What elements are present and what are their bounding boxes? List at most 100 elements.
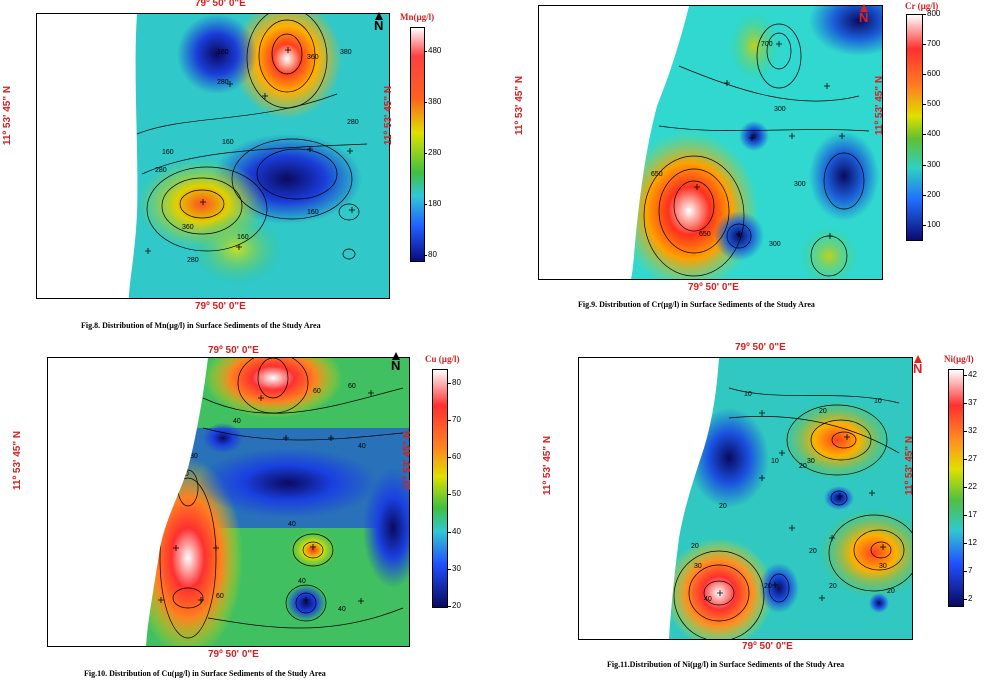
legend-tick: 17 [964,510,977,519]
contour-label: 40 [358,443,366,450]
legend-tick: 22 [964,482,977,491]
legend-tick: 180 [423,199,442,208]
contour-label: 20 [799,463,807,470]
contour-label: 280 [155,167,167,174]
legend-tick: 400 [922,129,941,138]
legend-tick: 2 [963,594,973,603]
right-coordinate: 11º 53' 45" N [402,430,414,491]
bottom-coordinate: 79º 50' 0"E [688,282,739,293]
legend-tick: 100 [922,220,941,229]
contour-label: 10 [771,458,779,465]
legend-tick: 60 [448,452,461,461]
legend-tick: 380 [423,97,442,106]
contour-label: 30 [694,563,702,570]
legend-tick: 500 [922,99,941,108]
contour-label: 40 [233,418,241,425]
contour-label: 280 [347,119,359,126]
legend-tick: 300 [922,160,941,169]
contour-label: 20 [809,548,817,555]
contour-label: 20 [691,543,699,550]
north-arrow: N [913,355,922,375]
contour-label: 20 [829,583,837,590]
contour-label: 30 [879,563,887,570]
contour-label: 20 [887,588,895,595]
top-coordinate: 79º 50' 0"E [735,342,786,353]
contour-label: 20 [764,583,772,590]
legend-title: Ni(µg/l) [944,354,974,364]
contour-label: 160 [237,234,249,241]
color-scale-bar [906,14,923,241]
left-coordinate: 11º 53' 45" N [12,430,24,491]
legend-tick: 480 [423,46,442,55]
bottom-coordinate: 79º 50' 0"E [742,641,793,652]
left-coordinate: 11º 53' 45" N [2,85,14,146]
contour-label: 300 [774,106,786,113]
color-scale-bar [432,369,448,608]
legend-tick: 200 [922,190,941,199]
contour-label: 60 [313,388,321,395]
contour-label: 60 [216,593,224,600]
legend-tick: 42 [964,370,977,379]
contour-label: 40 [298,578,306,585]
legend-tick: 40 [448,527,461,536]
contour-label: 280 [217,79,229,86]
legend-tick: 7 [963,566,973,575]
left-coordinate: 11º 53' 45" N [514,75,526,136]
legend-tick: 70 [448,415,461,424]
contour-label: 300 [769,241,781,248]
legend-title: Cr (µg/l) [905,1,939,11]
legend-tick: 30 [448,564,461,573]
legend-tick: 27 [964,454,977,463]
legend-tick: 50 [448,489,461,498]
legend-tick: 80 [424,250,437,259]
right-coordinate: 11º 53' 45" N [874,75,886,136]
legend-tick: 280 [423,148,442,157]
contour-label: 160 [307,209,319,216]
bottom-coordinate: 79º 50' 0"E [208,649,259,660]
contour-map-ni: 10 20 10 20 30 10 20 20 30 20 30 40 20 20 20 [578,357,913,640]
contour-map-mn: 160 360 380 280 160 160 160 280 360 160 280 28… [36,13,390,299]
contour-label: 30 [807,458,815,465]
contour-label: 40 [338,606,346,613]
legend-tick: 600 [922,69,941,78]
figure-caption: Fig.9. Distribution of Cr(µg/l) in Surfa… [578,300,815,309]
contour-label: 700 [761,41,773,48]
top-coordinate: 79º 50' 0"E [195,0,246,9]
north-arrow: N [391,352,400,372]
figure-caption: Fig.8. Distribution of Mn(µg/l) in Surfa… [81,321,321,330]
contour-label: 380 [340,49,352,56]
contour-label: 160 [222,139,234,146]
contour-label: 20 [819,408,827,415]
top-coordinate: 79º 50' 0"E [208,345,259,356]
contour-label: 360 [182,224,194,231]
north-arrow: N [859,4,868,24]
bottom-coordinate: 79º 50' 0"E [195,301,246,312]
contour-label: 10 [744,391,752,398]
color-scale-bar [948,369,964,607]
legend-tick: 80 [448,378,461,387]
contour-label: 60 [348,383,356,390]
contour-label: 280 [187,257,199,264]
contour-label: 650 [651,171,663,178]
contour-label: 20 [719,503,727,510]
legend-tick: 32 [964,426,977,435]
contour-label: 300 [794,181,806,188]
legend-tick: 12 [964,538,977,547]
right-coordinate: 11º 53' 45" N [904,435,916,496]
north-arrow: N [374,12,383,32]
color-scale-bar [410,27,425,262]
figure-caption: Fig.11.Distribution of Ni(µg/l) in Surfa… [607,660,845,669]
legend-title: Cu (µg/l) [425,354,460,364]
contour-label: 360 [307,54,319,61]
contour-label: 30 [190,453,198,460]
legend-tick: 20 [448,601,461,610]
contour-label: 160 [162,149,174,156]
left-coordinate: 11º 53' 45" N [542,435,554,496]
legend-tick: 37 [964,398,977,407]
legend-title: Mn(µg/l) [400,12,435,22]
contour-label: 160 [217,49,229,56]
contour-label: 40 [288,521,296,528]
contour-label: 650 [699,231,711,238]
